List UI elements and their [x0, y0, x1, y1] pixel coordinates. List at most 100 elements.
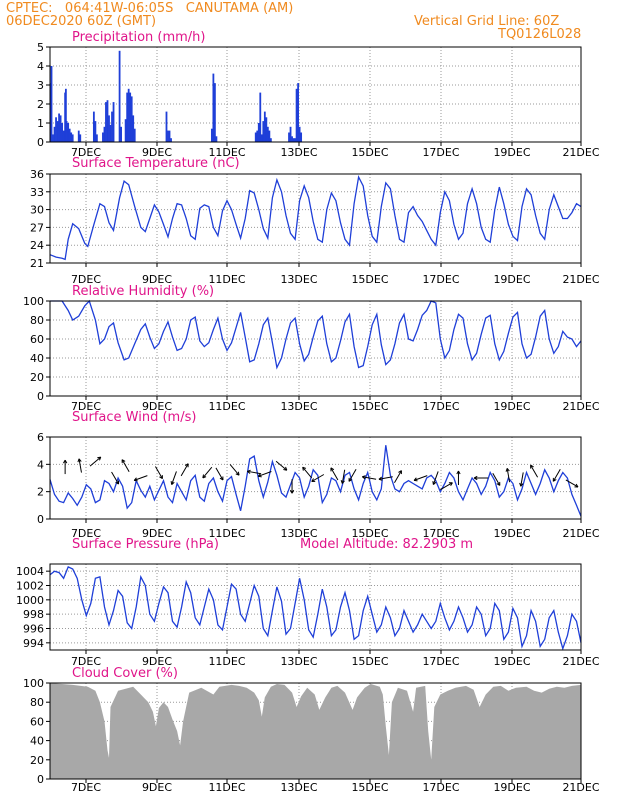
- x-tick-label: 19DEC: [493, 146, 530, 159]
- precip-bar: [215, 136, 218, 142]
- x-tick-label: 17DEC: [422, 527, 459, 540]
- wind-arrow-head: [64, 459, 68, 464]
- y-tick-label: 33: [30, 186, 44, 199]
- series-line: [50, 299, 582, 370]
- y-tick-label: 0: [37, 390, 44, 403]
- precip-bar: [112, 102, 115, 142]
- precip-bar: [50, 66, 53, 142]
- x-tick-label: 9DEC: [142, 400, 172, 413]
- precip-bar: [291, 136, 293, 142]
- series-line: [49, 174, 582, 261]
- wind-arrow-shaft: [134, 475, 148, 481]
- y-tick-label: 80: [30, 696, 44, 709]
- y-tick-label: 998: [23, 608, 44, 621]
- wind-arrow-shaft: [432, 471, 439, 485]
- precip-bar: [212, 73, 215, 142]
- wind-arrow-head: [362, 475, 366, 478]
- y-tick-label: 5: [37, 41, 44, 54]
- wind-arrow-shaft: [552, 468, 561, 482]
- precip-bar: [263, 111, 266, 142]
- wind-arrow-shaft: [78, 458, 82, 473]
- precip-bar: [262, 121, 265, 142]
- wind-arrow-head: [378, 476, 382, 480]
- y-tick-label: 20: [30, 754, 44, 767]
- wind-arrow-head: [496, 483, 501, 486]
- precip-bar: [95, 134, 98, 142]
- precip-bar: [77, 130, 80, 142]
- wind-arrow-shaft: [180, 463, 189, 477]
- wind-arrow-head: [450, 482, 453, 486]
- precip-bar: [102, 132, 104, 142]
- panel-title: Relative Humidity (%): [72, 284, 214, 299]
- wind-arrow-head: [506, 468, 510, 472]
- y-tick-label: 36: [30, 168, 44, 181]
- wind-arrow-head: [530, 464, 534, 468]
- y-tick-label: 4: [37, 60, 44, 73]
- wind-arrow-head: [473, 475, 478, 479]
- precip-bar: [288, 132, 290, 142]
- precip-bar: [259, 92, 262, 142]
- x-tick-label: 7DEC: [71, 146, 101, 159]
- precip-bar: [108, 115, 110, 142]
- wind-arrow-head: [159, 476, 163, 480]
- x-tick-label: 17DEC: [422, 146, 459, 159]
- wind-arrow-shaft: [394, 470, 402, 483]
- precip-bar: [71, 134, 74, 142]
- precip-bar: [297, 83, 300, 142]
- x-tick-label: 13DEC: [280, 400, 317, 413]
- x-tick-label: 21DEC: [562, 273, 599, 286]
- precip-bar: [266, 126, 269, 142]
- wind-arrow-head: [458, 470, 461, 475]
- precip-bar: [126, 92, 129, 142]
- precip-bar: [168, 130, 171, 142]
- cloud-cover-area: [50, 683, 581, 779]
- wind-arrow-shaft: [362, 476, 377, 480]
- precip-bar: [68, 128, 71, 142]
- y-tick-label: 100: [23, 677, 44, 690]
- y-tick-label: 1: [37, 117, 44, 130]
- x-tick-label: 15DEC: [351, 655, 388, 668]
- y-tick-label: 1000: [16, 594, 44, 607]
- y-tick-label: 60: [30, 333, 44, 346]
- precip-bar: [62, 130, 65, 142]
- precip-bar: [67, 123, 70, 142]
- y-tick-label: 2: [37, 98, 44, 111]
- x-tick-label: 19DEC: [493, 655, 530, 668]
- x-tick-label: 21DEC: [562, 527, 599, 540]
- x-tick-label: 13DEC: [280, 146, 317, 159]
- wind-arrow-shaft: [348, 468, 357, 482]
- panel-subtitle: Model Altitude: 82.2903 m: [300, 537, 473, 552]
- x-tick-label: 15DEC: [351, 781, 388, 794]
- wind-arrow-shaft: [258, 471, 272, 477]
- wind-arrow-head: [121, 459, 126, 462]
- wind-arrow-shaft: [275, 460, 288, 471]
- x-tick-label: 11DEC: [208, 400, 245, 413]
- y-tick-label: 24: [30, 239, 44, 252]
- x-tick-label: 7DEC: [71, 781, 101, 794]
- x-tick-label: 21DEC: [562, 655, 599, 668]
- x-tick-label: 17DEC: [422, 273, 459, 286]
- y-tick-label: 27: [30, 221, 44, 234]
- x-tick-label: 21DEC: [562, 781, 599, 794]
- y-tick-label: 994: [23, 637, 44, 650]
- precip-bar: [127, 88, 130, 142]
- wind-arrow-head: [219, 477, 224, 481]
- panel-frame: [49, 563, 582, 651]
- precip-bar: [129, 92, 132, 142]
- y-tick-label: 4: [37, 458, 44, 471]
- precip-bar: [165, 111, 168, 142]
- precip-bar: [120, 126, 123, 142]
- precip-bar: [111, 111, 113, 142]
- y-tick-label: 40: [30, 735, 44, 748]
- wind-arrow-shaft: [413, 475, 428, 481]
- wind-arrow-shaft: [378, 476, 393, 480]
- wind-arrow-head: [202, 474, 205, 478]
- wind-arrow-head: [283, 469, 287, 471]
- precip-bar: [61, 123, 64, 142]
- panel-2: 0 20 40 60 80 100 7DEC 9DEC 11DEC 13DEC 15DEC 17DEC…: [23, 284, 600, 413]
- series-line: [49, 566, 582, 651]
- precip-bar: [269, 138, 272, 142]
- precip-bar: [58, 113, 60, 142]
